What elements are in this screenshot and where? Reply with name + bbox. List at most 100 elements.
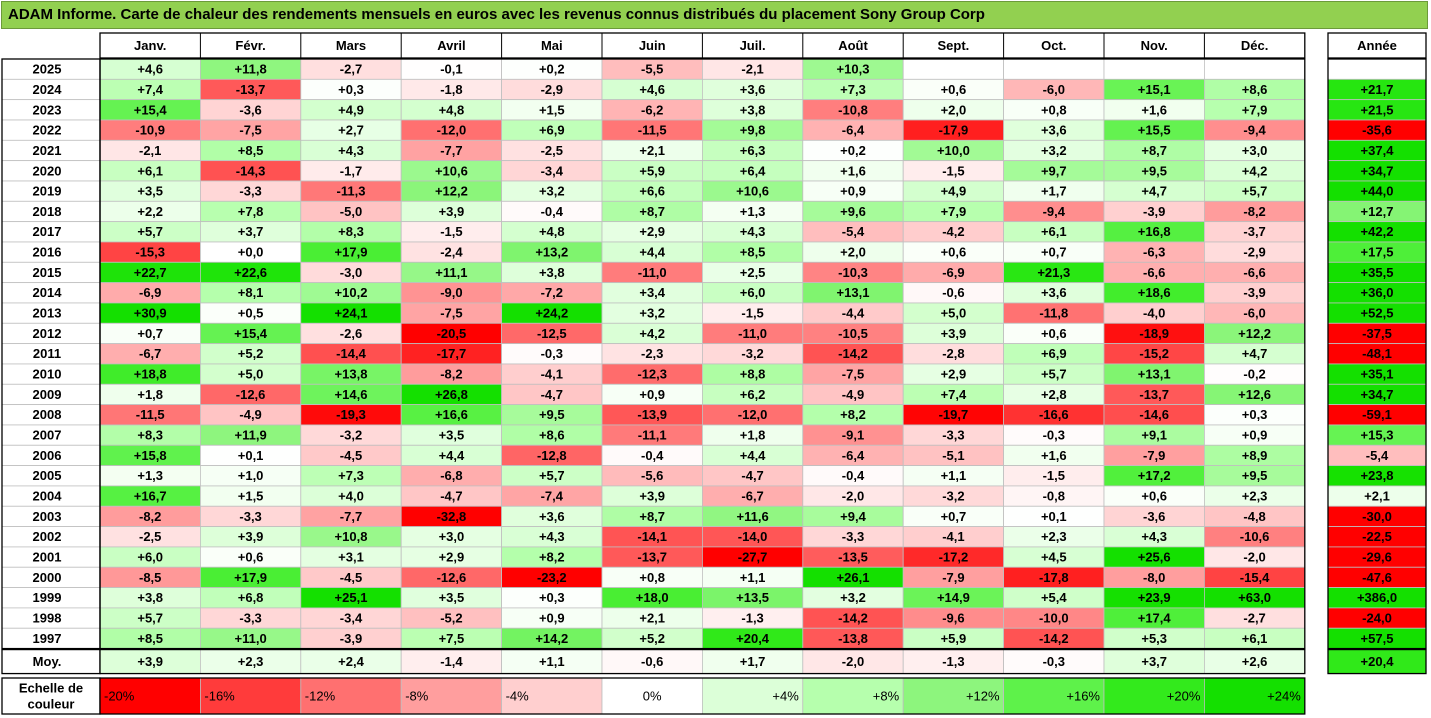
cell-value: +0,6 <box>238 550 264 565</box>
cell-value: +10,6 <box>736 184 769 199</box>
average-value: -0,6 <box>641 654 663 669</box>
cell-value: +5,7 <box>137 611 163 626</box>
cell-value: -2,5 <box>541 143 563 158</box>
cell-value: -10,3 <box>838 265 868 280</box>
cell-value: -13,7 <box>236 82 266 97</box>
cell-value: +9,8 <box>740 123 766 138</box>
color-scale-swatch <box>501 677 603 715</box>
cell-value: +3,4 <box>639 285 665 300</box>
cell-value: +8,5 <box>238 143 264 158</box>
cell-value: +10,3 <box>837 62 870 77</box>
cell-value: -12,0 <box>738 407 768 422</box>
cell-value: +4,3 <box>1141 529 1167 544</box>
cell-value: +3,9 <box>941 326 967 341</box>
cell-value: +8,2 <box>539 550 565 565</box>
color-scale-label: -16% <box>204 688 235 703</box>
cell-value: +1,8 <box>137 387 163 402</box>
month-header-5: Mai <box>541 38 563 53</box>
month-header-7: Juil. <box>740 38 766 53</box>
year-header-cell <box>1327 32 1427 59</box>
row-label-2009: 2009 <box>33 387 62 402</box>
cell-value: -6,9 <box>139 285 161 300</box>
year-header: Année <box>1357 38 1397 53</box>
cell-value: +0,9 <box>840 184 866 199</box>
cell-value: -8,0 <box>1143 570 1165 585</box>
row-label-2000: 2000 <box>33 570 62 585</box>
cell-value: +10,2 <box>335 285 368 300</box>
cell-value: +8,9 <box>1242 448 1268 463</box>
cell-value: -11,0 <box>738 326 767 341</box>
color-scale-swatch <box>702 677 804 715</box>
cell-value: -4,9 <box>239 407 261 422</box>
cell-value: -1,3 <box>741 611 763 626</box>
cell-value: -4,1 <box>942 529 964 544</box>
cell-value: -0,3 <box>541 346 563 361</box>
cell-value: -2,5 <box>139 529 161 544</box>
cell-value: -6,3 <box>1143 245 1165 260</box>
cell-value: +4,4 <box>740 448 766 463</box>
cell-value: -2,4 <box>440 245 463 260</box>
cell-value: +12,2 <box>1238 326 1271 341</box>
cell-value: +8,8 <box>740 367 766 382</box>
cell-value: +10,8 <box>335 529 368 544</box>
cell-value: -2,0 <box>1243 550 1265 565</box>
cell-value: -4,0 <box>1143 306 1165 321</box>
cell-value: +6,8 <box>238 590 264 605</box>
row-label-2015: 2015 <box>33 265 62 280</box>
cell-value: +5,2 <box>238 346 264 361</box>
cell-value: +0,3 <box>338 82 364 97</box>
year-value: -29,6 <box>1362 550 1392 565</box>
row-label-2019: 2019 <box>33 184 62 199</box>
cell-value: +0,7 <box>1041 245 1067 260</box>
cell-value: -5,4 <box>842 224 865 239</box>
cell-value: -11,5 <box>638 123 667 138</box>
cell-value: +11,0 <box>235 631 267 646</box>
cell-value: -9,4 <box>1043 204 1066 219</box>
cell-value: +0,9 <box>639 387 665 402</box>
cell-value: +24,1 <box>335 306 368 321</box>
cell-value: +17,9 <box>234 570 267 585</box>
cell-value: +3,5 <box>439 590 465 605</box>
color-scale-label: +8% <box>873 688 900 703</box>
color-scale-label: -4% <box>506 688 530 703</box>
chart-title: ADAM Informe. Carte de chaleur des rende… <box>1 1 1428 29</box>
year-value: +21,5 <box>1361 102 1394 117</box>
cell-value: +4,7 <box>1141 184 1167 199</box>
row-label-2023: 2023 <box>33 102 62 117</box>
cell-value: +18,0 <box>636 590 669 605</box>
month-header-9: Sept. <box>938 38 970 53</box>
cell-value: +63,0 <box>1238 590 1271 605</box>
cell-value: +6,4 <box>740 163 766 178</box>
cell-value: -5,5 <box>641 62 663 77</box>
cell-value: +3,9 <box>639 489 665 504</box>
cell-value: +6,1 <box>1041 224 1067 239</box>
cell-value: -17,8 <box>1039 570 1069 585</box>
color-scale-label: +4% <box>772 688 799 703</box>
row-label-2021: 2021 <box>33 143 62 158</box>
row-label-2007: 2007 <box>33 428 62 443</box>
color-scale-label: +20% <box>1167 688 1201 703</box>
year-value: +37,4 <box>1361 143 1395 158</box>
row-label-2012: 2012 <box>33 326 62 341</box>
cell-value: +15,4 <box>234 326 268 341</box>
row-label-2010: 2010 <box>33 367 62 382</box>
cell-value: -14,0 <box>738 529 768 544</box>
month-header-11: Nov. <box>1141 38 1168 53</box>
cell-value: +25,1 <box>335 590 368 605</box>
cell-value: +3,6 <box>740 82 766 97</box>
cell-value: -5,2 <box>440 611 462 626</box>
cell-value: +8,2 <box>840 407 866 422</box>
cell-value: +9,5 <box>1141 163 1167 178</box>
cell-value: -11,1 <box>638 428 667 443</box>
average-value: +1,1 <box>539 654 565 669</box>
cell-value: +11,9 <box>235 428 267 443</box>
cell-value: -4,1 <box>541 367 563 382</box>
cell-value: +14,9 <box>937 590 970 605</box>
cell-value: +18,8 <box>134 367 167 382</box>
cell-value: +9,7 <box>1041 163 1067 178</box>
color-scale-label: +24% <box>1267 688 1301 703</box>
cell-value: +0,7 <box>137 326 163 341</box>
cell-value: +1,0 <box>238 468 264 483</box>
average-value: -2,0 <box>842 654 864 669</box>
year-column-border <box>1327 58 1427 650</box>
